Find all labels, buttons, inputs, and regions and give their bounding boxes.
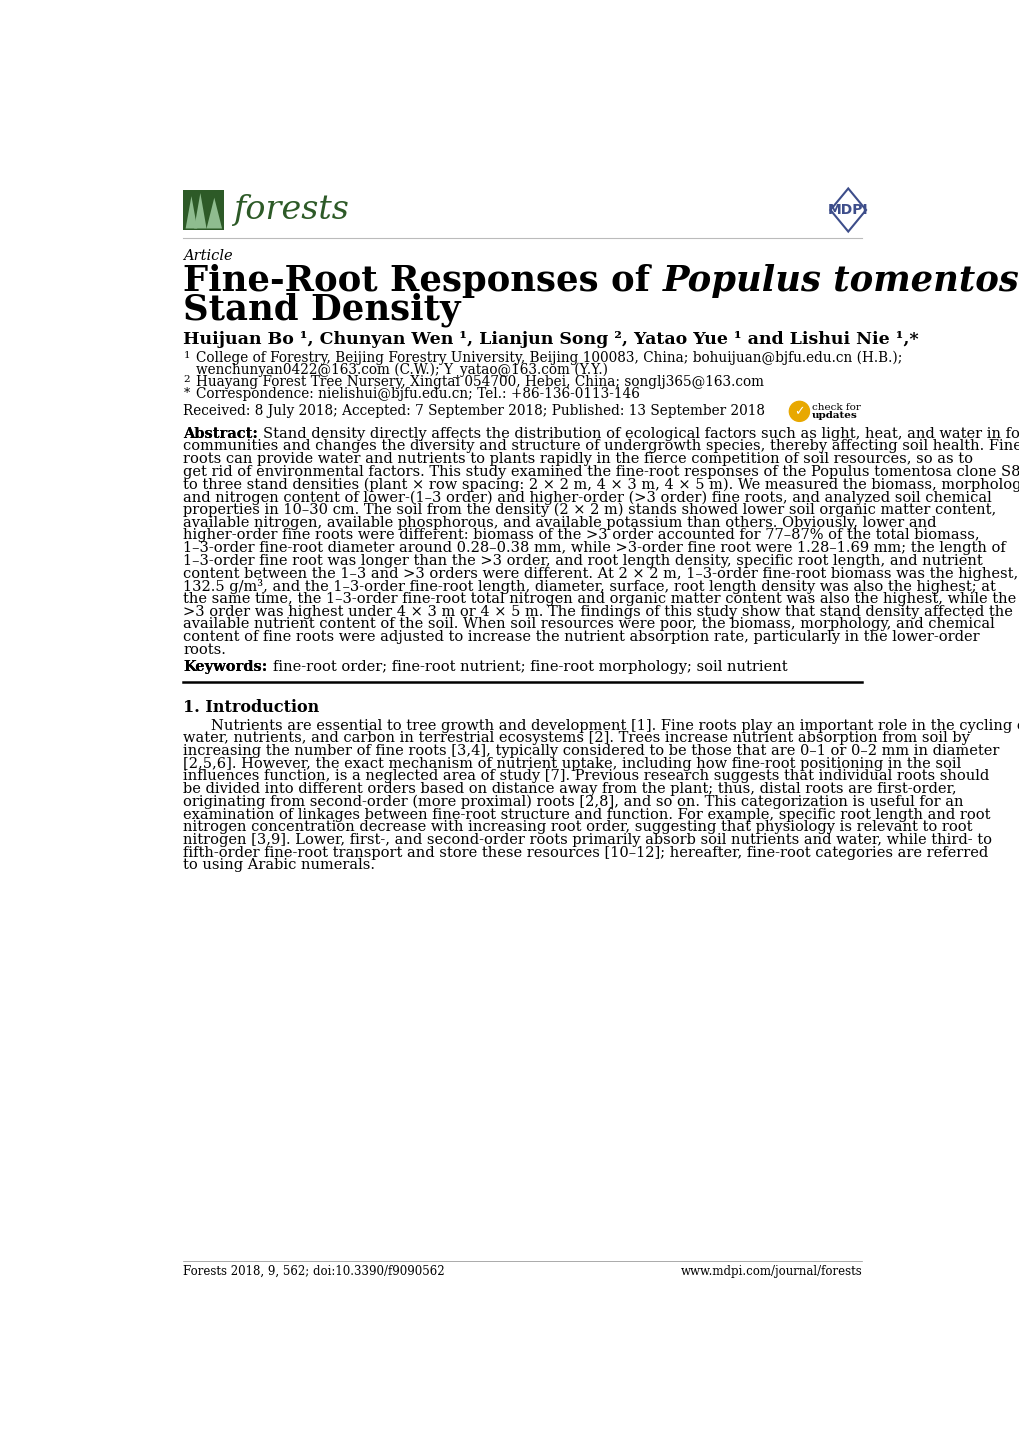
Text: Huayang Forest Tree Nursery, Xingtai 054700, Hebei, China; songlj365@163.com: Huayang Forest Tree Nursery, Xingtai 054… <box>196 375 763 389</box>
Text: 2: 2 <box>183 375 190 384</box>
Text: content of fine roots were adjusted to increase the nutrient absorption rate, pa: content of fine roots were adjusted to i… <box>183 630 979 645</box>
Text: Received: 8 July 2018; Accepted: 7 September 2018; Published: 13 September 2018: Received: 8 July 2018; Accepted: 7 Septe… <box>183 404 764 418</box>
Text: increasing the number of fine roots [3,4], typically considered to be those that: increasing the number of fine roots [3,4… <box>183 744 999 758</box>
Text: fine-root order; fine-root nutrient; fine-root morphology; soil nutrient: fine-root order; fine-root nutrient; fin… <box>272 660 787 673</box>
Text: and nitrogen content of lower-(1–3 order) and higher-order (>3 order) fine roots: and nitrogen content of lower-(1–3 order… <box>183 490 991 505</box>
Text: [2,5,6]. However, the exact mechanism of nutrient uptake, including how fine-roo: [2,5,6]. However, the exact mechanism of… <box>183 757 961 770</box>
Text: check for: check for <box>811 402 860 412</box>
Text: Fine-Root Responses of: Fine-Root Responses of <box>183 264 662 298</box>
Text: 1–3-order fine root was longer than the >3 order, and root length density, speci: 1–3-order fine root was longer than the … <box>183 554 982 568</box>
Text: examination of linkages between fine-root structure and function. For example, s: examination of linkages between fine-roo… <box>183 808 989 822</box>
Text: ✓: ✓ <box>794 405 804 418</box>
Text: Stand Density: Stand Density <box>183 293 461 327</box>
Text: roots can provide water and nutrients to plants rapidly in the fierce competitio: roots can provide water and nutrients to… <box>183 453 972 466</box>
Text: www.mdpi.com/journal/forests: www.mdpi.com/journal/forests <box>680 1265 861 1278</box>
Text: originating from second-order (more proximal) roots [2,8], and so on. This categ: originating from second-order (more prox… <box>183 795 963 809</box>
Text: Populus tomentosa: Populus tomentosa <box>662 264 1019 298</box>
Text: the same time, the 1–3-order fine-root total nitrogen and organic matter content: the same time, the 1–3-order fine-root t… <box>183 591 1016 606</box>
Text: *: * <box>183 386 190 399</box>
Text: College of Forestry, Beijing Forestry University, Beijing 100083, China; bohuiju: College of Forestry, Beijing Forestry Un… <box>196 350 901 365</box>
Text: Nutrients are essential to tree growth and development [1]. Fine roots play an i: Nutrients are essential to tree growth a… <box>211 718 1019 733</box>
Text: Correspondence: nielishui@bjfu.edu.cn; Tel.: +86-136-0113-146: Correspondence: nielishui@bjfu.edu.cn; T… <box>196 386 639 401</box>
Polygon shape <box>194 193 206 228</box>
Text: to three stand densities (plant × row spacing: 2 × 2 m, 4 × 3 m, 4 × 5 m). We me: to three stand densities (plant × row sp… <box>183 477 1019 492</box>
Circle shape <box>789 401 809 421</box>
Text: nitrogen [3,9]. Lower, first-, and second-order roots primarily absorb soil nutr: nitrogen [3,9]. Lower, first-, and secon… <box>183 833 991 846</box>
Polygon shape <box>185 196 197 228</box>
Text: available nitrogen, available phosphorous, and available potassium than others. : available nitrogen, available phosphorou… <box>183 516 935 529</box>
Text: be divided into different orders based on distance away from the plant; thus, di: be divided into different orders based o… <box>183 782 956 796</box>
Text: properties in 10–30 cm. The soil from the density (2 × 2 m) stands showed lower : properties in 10–30 cm. The soil from th… <box>183 503 996 518</box>
Text: updates: updates <box>811 411 857 421</box>
Text: to using Arabic numerals.: to using Arabic numerals. <box>183 858 375 872</box>
Text: 132.5 g/m³, and the 1–3-order fine-root length, diameter, surface, root length d: 132.5 g/m³, and the 1–3-order fine-root … <box>183 580 996 594</box>
Text: wenchunyan0422@163.com (C.W.); Y_yatao@163.com (Y.Y.): wenchunyan0422@163.com (C.W.); Y_yatao@1… <box>196 363 607 378</box>
Polygon shape <box>206 198 222 228</box>
FancyBboxPatch shape <box>183 190 223 231</box>
Text: 1. Introduction: 1. Introduction <box>183 698 319 715</box>
Text: >3 order was highest under 4 × 3 m or 4 × 5 m. The findings of this study show t: >3 order was highest under 4 × 3 m or 4 … <box>183 604 1012 619</box>
Text: nitrogen concentration decrease with increasing root order, suggesting that phys: nitrogen concentration decrease with inc… <box>183 820 972 835</box>
Text: water, nutrients, and carbon in terrestrial ecosystems [2]. Trees increase nutri: water, nutrients, and carbon in terrestr… <box>183 731 969 746</box>
Text: fifth-order fine-root transport and store these resources [10–12]; hereafter, fi: fifth-order fine-root transport and stor… <box>183 845 987 859</box>
Text: Keywords:: Keywords: <box>183 660 267 673</box>
Text: 1–3-order fine-root diameter around 0.28–0.38 mm, while >3-order fine root were : 1–3-order fine-root diameter around 0.28… <box>183 541 1005 555</box>
Text: 1: 1 <box>183 350 190 360</box>
Text: Stand density directly affects the distribution of ecological factors such as li: Stand density directly affects the distr… <box>263 427 1019 441</box>
Text: higher-order fine roots were different: biomass of the >3 order accounted for 77: higher-order fine roots were different: … <box>183 528 979 542</box>
Text: Article: Article <box>183 248 232 262</box>
Text: Huijuan Bo ¹, Chunyan Wen ¹, Lianjun Song ², Yatao Yue ¹ and Lishui Nie ¹,*: Huijuan Bo ¹, Chunyan Wen ¹, Lianjun Son… <box>183 330 918 348</box>
Text: get rid of environmental factors. This study examined the fine-root responses of: get rid of environmental factors. This s… <box>183 464 1019 479</box>
Text: MDPI: MDPI <box>827 203 868 216</box>
Text: influences function, is a neglected area of study [7]. Previous research suggest: influences function, is a neglected area… <box>183 770 988 783</box>
Text: Forests 2018, 9, 562; doi:10.3390/f9090562: Forests 2018, 9, 562; doi:10.3390/f90905… <box>183 1265 444 1278</box>
Text: content between the 1–3 and >3 orders were different. At 2 × 2 m, 1–3-order fine: content between the 1–3 and >3 orders we… <box>183 567 1018 581</box>
Text: Keywords:: Keywords: <box>183 660 267 673</box>
Text: communities and changes the diversity and structure of undergrowth species, ther: communities and changes the diversity an… <box>183 440 1019 453</box>
Text: forests: forests <box>232 195 348 226</box>
Text: roots.: roots. <box>183 643 226 656</box>
Text: Abstract:: Abstract: <box>183 427 258 441</box>
Text: available nutrient content of the soil. When soil resources were poor, the bioma: available nutrient content of the soil. … <box>183 617 995 632</box>
Text: Abstract:: Abstract: <box>183 427 258 441</box>
